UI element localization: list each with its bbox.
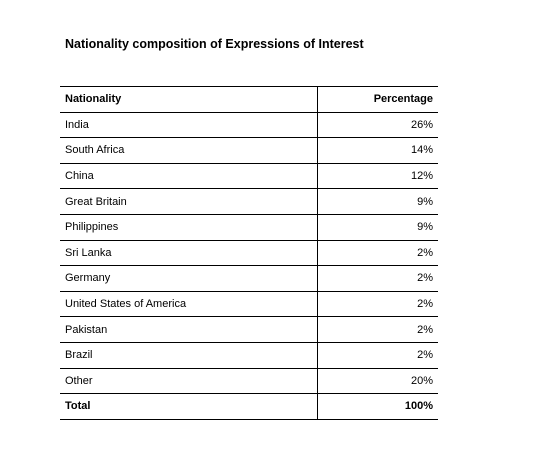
document-title: Nationality composition of Expressions o… — [65, 37, 364, 51]
table-total-row: Total 100% — [60, 393, 438, 420]
total-label: Total — [60, 393, 318, 420]
table-row: South Africa 14% — [60, 137, 438, 164]
percentage-cell: 2% — [317, 265, 438, 292]
percentage-cell: 20% — [317, 368, 438, 395]
percentage-cell: 14% — [317, 137, 438, 164]
table-row: China 12% — [60, 163, 438, 190]
nationality-cell: South Africa — [60, 137, 318, 164]
table-row: United States of America 2% — [60, 291, 438, 318]
nationality-cell: Philippines — [60, 214, 318, 241]
table-row: Great Britain 9% — [60, 188, 438, 215]
nationality-cell: Great Britain — [60, 188, 318, 215]
percentage-cell: 9% — [317, 188, 438, 215]
nationality-table-container: Nationality Percentage India 26% South Afr… — [60, 86, 438, 420]
table-row: Germany 2% — [60, 265, 438, 292]
percentage-cell: 9% — [317, 214, 438, 241]
nationality-cell: China — [60, 163, 318, 190]
total-value: 100% — [317, 393, 438, 420]
table-row: India 26% — [60, 112, 438, 139]
table-header-row: Nationality Percentage — [60, 86, 438, 113]
nationality-cell: Brazil — [60, 342, 318, 369]
percentage-cell: 26% — [317, 112, 438, 139]
table-row: Philippines 9% — [60, 214, 438, 241]
nationality-cell: Sri Lanka — [60, 240, 318, 267]
header-percentage: Percentage — [317, 86, 438, 113]
percentage-cell: 2% — [317, 342, 438, 369]
nationality-cell: India — [60, 112, 318, 139]
percentage-cell: 2% — [317, 240, 438, 267]
nationality-cell: Germany — [60, 265, 318, 292]
percentage-cell: 12% — [317, 163, 438, 190]
table-row: Brazil 2% — [60, 342, 438, 369]
header-nationality: Nationality — [60, 86, 318, 113]
nationality-cell: Pakistan — [60, 316, 318, 343]
table-row: Pakistan 2% — [60, 316, 438, 343]
nationality-cell: Other — [60, 368, 318, 395]
nationality-cell: United States of America — [60, 291, 318, 318]
percentage-cell: 2% — [317, 291, 438, 318]
table-row: Other 20% — [60, 368, 438, 395]
nationality-table: Nationality Percentage India 26% South Afr… — [60, 86, 438, 420]
table-row: Sri Lanka 2% — [60, 240, 438, 267]
table-body: India 26% South Africa 14% China 12% Great Bri… — [60, 112, 438, 395]
percentage-cell: 2% — [317, 316, 438, 343]
